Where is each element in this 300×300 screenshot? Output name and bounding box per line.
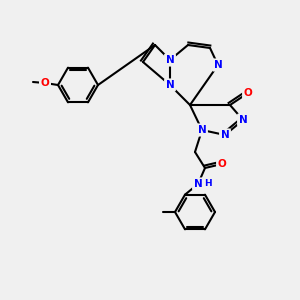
Text: H: H [204,179,212,188]
Text: N: N [194,179,202,189]
Text: O: O [40,78,50,88]
Text: N: N [238,115,247,125]
Text: O: O [40,78,50,88]
Text: N: N [214,60,222,70]
Text: N: N [220,130,230,140]
Text: N: N [166,80,174,90]
Text: N: N [166,55,174,65]
Text: O: O [218,159,226,169]
Text: N: N [198,125,206,135]
Text: O: O [244,88,252,98]
